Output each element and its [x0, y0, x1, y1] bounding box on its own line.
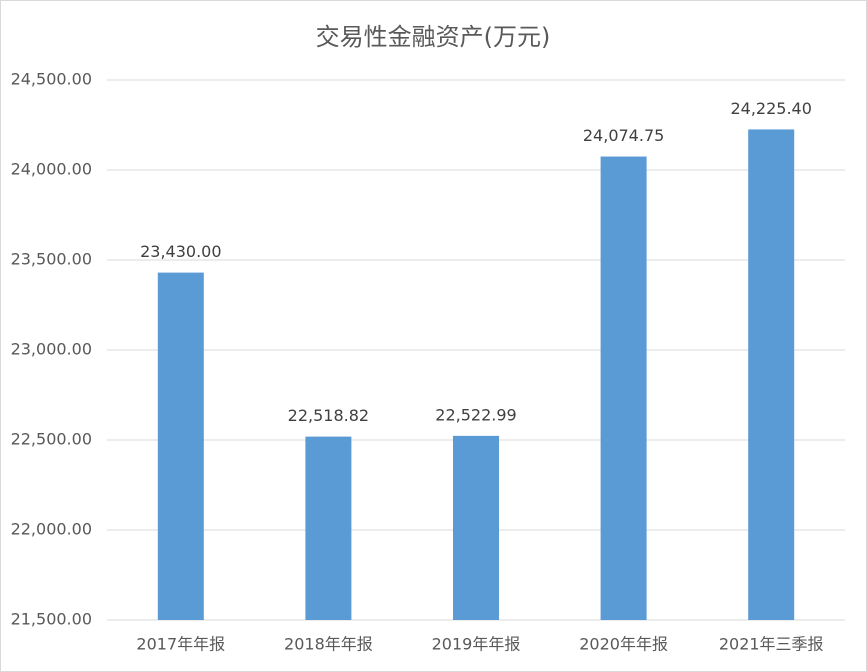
bar	[305, 436, 352, 620]
x-tick-label: 2020年年报	[579, 635, 668, 654]
value-label: 24,225.40	[730, 99, 811, 118]
x-tick-label: 2017年年报	[136, 635, 225, 654]
y-tick-label: 24,500.00	[11, 70, 92, 89]
value-label: 24,074.75	[583, 126, 664, 145]
y-tick-label: 21,500.00	[11, 610, 92, 629]
y-tick-label: 23,000.00	[11, 340, 92, 359]
chart-title: 交易性金融资产(万元)	[316, 23, 551, 51]
x-tick-label: 2018年年报	[284, 635, 373, 654]
bar	[600, 156, 647, 621]
value-label: 23,430.00	[140, 242, 221, 261]
x-tick-label: 2021年三季报	[719, 635, 824, 654]
y-tick-label: 22,500.00	[11, 430, 92, 449]
bar	[453, 435, 499, 620]
x-tick-label: 2019年年报	[432, 635, 521, 654]
bar	[157, 272, 204, 620]
y-tick-label: 23,500.00	[11, 250, 92, 269]
value-label: 22,522.99	[435, 405, 516, 424]
value-label: 22,518.82	[288, 406, 369, 425]
y-tick-label: 22,000.00	[11, 520, 92, 539]
bar	[748, 129, 795, 621]
y-tick-label: 24,000.00	[11, 160, 92, 179]
